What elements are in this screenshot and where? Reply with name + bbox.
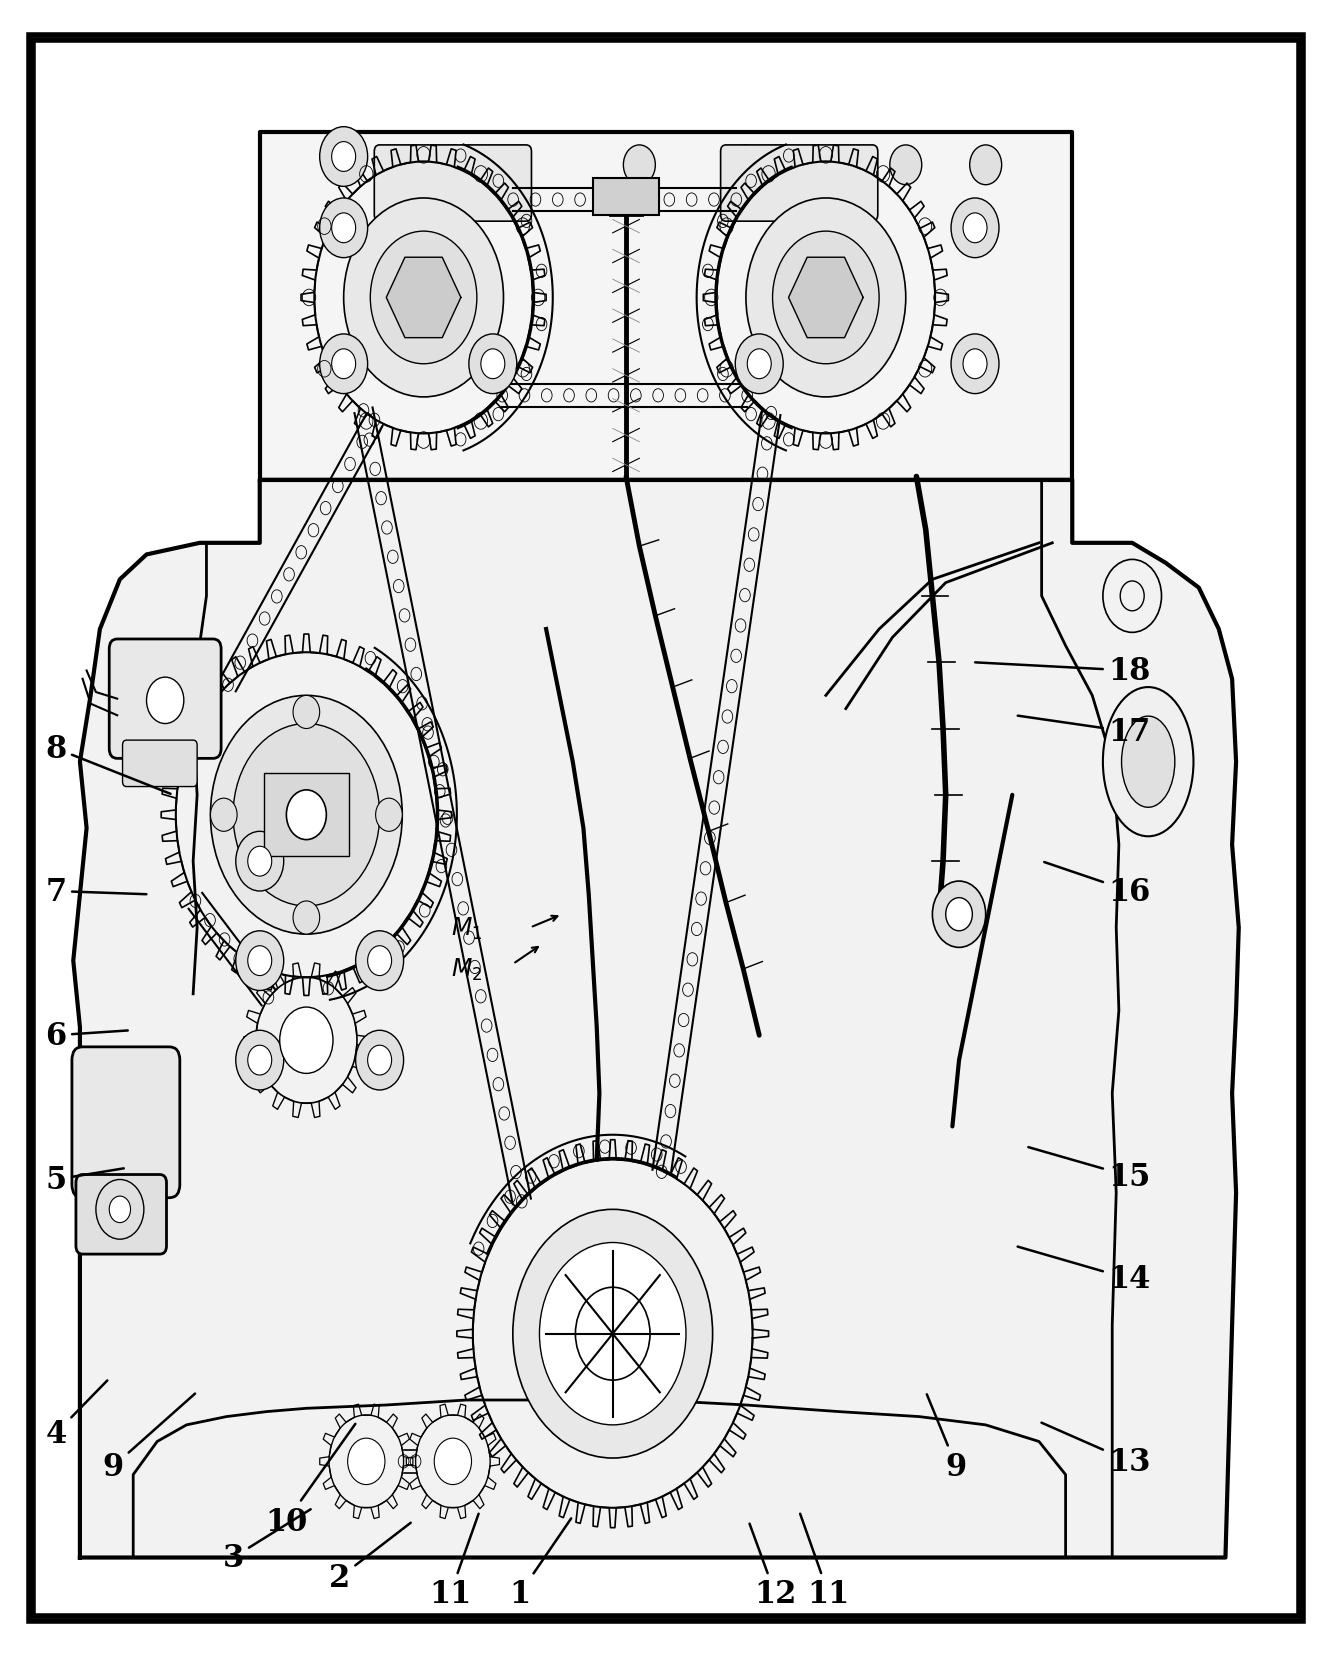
Circle shape: [330, 146, 362, 186]
Circle shape: [434, 1438, 472, 1485]
Text: 1: 1: [509, 1518, 571, 1609]
Text: 6: 6: [45, 1021, 128, 1051]
Circle shape: [437, 146, 469, 186]
Circle shape: [332, 350, 356, 379]
Text: 2: 2: [329, 1523, 410, 1592]
Bar: [264, 774, 349, 857]
Circle shape: [286, 790, 326, 840]
Text: 9: 9: [927, 1395, 967, 1481]
Text: 18: 18: [975, 656, 1151, 686]
Text: $M_2$: $M_2$: [452, 956, 482, 983]
Text: 17: 17: [1018, 716, 1151, 747]
Circle shape: [932, 882, 986, 948]
Text: 3: 3: [222, 1510, 310, 1572]
Circle shape: [233, 724, 380, 906]
Circle shape: [735, 335, 783, 394]
Circle shape: [109, 1196, 131, 1223]
Circle shape: [248, 847, 272, 877]
Text: 11: 11: [801, 1514, 850, 1609]
Circle shape: [368, 1046, 392, 1075]
Text: 15: 15: [1028, 1147, 1151, 1191]
Circle shape: [481, 350, 505, 379]
Circle shape: [96, 1180, 144, 1239]
Circle shape: [236, 931, 284, 991]
Circle shape: [773, 232, 879, 365]
Circle shape: [332, 143, 356, 172]
Circle shape: [320, 128, 368, 187]
Circle shape: [623, 146, 655, 186]
Text: 9: 9: [103, 1394, 194, 1481]
Bar: [593, 179, 659, 215]
FancyBboxPatch shape: [721, 146, 878, 222]
Circle shape: [210, 799, 237, 832]
Circle shape: [730, 146, 762, 186]
Text: 5: 5: [45, 1165, 124, 1195]
Text: 7: 7: [45, 877, 147, 906]
Circle shape: [575, 1287, 650, 1380]
Circle shape: [236, 832, 284, 891]
Circle shape: [236, 1031, 284, 1090]
Text: 13: 13: [1042, 1423, 1151, 1476]
Circle shape: [293, 901, 320, 935]
FancyBboxPatch shape: [123, 741, 197, 787]
Text: 14: 14: [1018, 1246, 1151, 1294]
Circle shape: [293, 696, 320, 729]
FancyBboxPatch shape: [374, 146, 531, 222]
Circle shape: [951, 335, 999, 394]
Circle shape: [320, 335, 368, 394]
Circle shape: [746, 199, 906, 398]
Text: 10: 10: [265, 1423, 356, 1536]
FancyBboxPatch shape: [72, 1047, 180, 1198]
Text: $M_1$: $M_1$: [452, 915, 482, 941]
Ellipse shape: [1122, 716, 1175, 809]
Text: 11: 11: [429, 1514, 478, 1609]
Circle shape: [248, 946, 272, 976]
Circle shape: [344, 199, 503, 398]
FancyBboxPatch shape: [76, 1175, 166, 1254]
Polygon shape: [386, 258, 461, 338]
Circle shape: [348, 1438, 385, 1485]
Ellipse shape: [1103, 688, 1193, 837]
Circle shape: [513, 1210, 713, 1458]
Circle shape: [320, 199, 368, 258]
Polygon shape: [789, 258, 863, 338]
Circle shape: [469, 335, 517, 394]
Circle shape: [370, 232, 477, 365]
Circle shape: [210, 696, 402, 935]
Circle shape: [539, 1243, 686, 1425]
Circle shape: [946, 898, 972, 931]
Polygon shape: [73, 481, 1239, 1558]
Circle shape: [147, 678, 184, 724]
Circle shape: [963, 214, 987, 244]
Circle shape: [747, 350, 771, 379]
Circle shape: [970, 146, 1002, 186]
Text: 8: 8: [45, 734, 170, 794]
Text: 4: 4: [45, 1380, 108, 1448]
Circle shape: [368, 946, 392, 976]
Circle shape: [890, 146, 922, 186]
Polygon shape: [260, 133, 1072, 481]
Circle shape: [356, 1031, 404, 1090]
Circle shape: [356, 931, 404, 991]
FancyBboxPatch shape: [109, 640, 221, 759]
Circle shape: [963, 350, 987, 379]
Text: 12: 12: [750, 1524, 797, 1609]
Circle shape: [248, 1046, 272, 1075]
Text: 16: 16: [1044, 863, 1151, 906]
Circle shape: [951, 199, 999, 258]
Circle shape: [280, 1007, 333, 1074]
Circle shape: [376, 799, 402, 832]
FancyBboxPatch shape: [33, 41, 1299, 1616]
Circle shape: [332, 214, 356, 244]
